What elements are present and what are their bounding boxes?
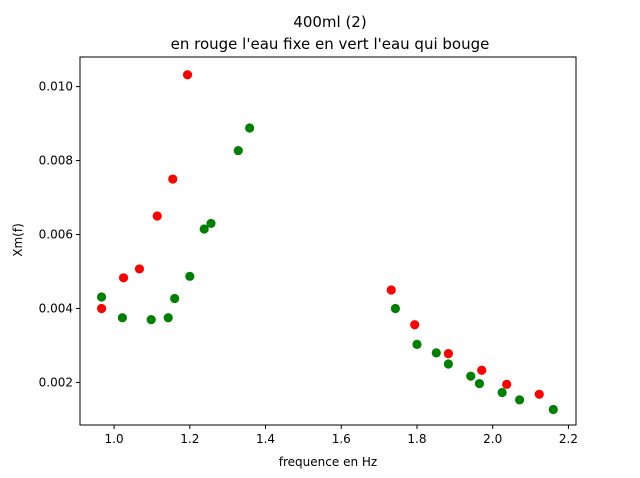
y-axis-ticks: 0.002 0.004 0.006 0.008 0.010 — [39, 80, 80, 389]
data-point-s0-7 — [410, 320, 420, 330]
data-point-s1-1 — [117, 313, 128, 323]
data-point-s1-2 — [146, 314, 156, 325]
data-point-s1-5 — [185, 271, 195, 281]
data-point-s1-10 — [390, 303, 400, 314]
y-tick-label: 0.006 — [39, 228, 73, 242]
y-tick-label: 0.004 — [39, 301, 73, 315]
data-point-s0-10 — [502, 379, 512, 389]
data-point-s0-5 — [182, 70, 193, 80]
data-point-s1-0 — [96, 292, 107, 302]
y-tick-label: 0.008 — [39, 154, 73, 168]
data-point-s1-8 — [233, 145, 243, 156]
data-point-s1-13 — [443, 359, 454, 369]
plot-frame — [79, 56, 577, 426]
x-tick-label: 2.0 — [483, 432, 502, 446]
x-tick-label: 1.8 — [407, 432, 426, 446]
x-tick-label: 1.0 — [105, 432, 124, 446]
chart-title: 400ml (2) — [293, 13, 366, 31]
data-point-s1-17 — [514, 395, 525, 405]
y-tick-label: 0.010 — [39, 80, 73, 94]
data-point-s0-0 — [96, 303, 107, 314]
data-point-s1-18 — [548, 404, 558, 415]
x-axis-label: frequence en Hz — [279, 455, 377, 469]
data-point-s1-9 — [245, 123, 255, 133]
data-point-s0-9 — [477, 365, 487, 375]
x-axis-ticks: 1.0 1.2 1.4 1.6 1.8 2.0 2.2 — [105, 425, 578, 446]
y-tick-label: 0.002 — [39, 375, 73, 389]
data-point-s1-3 — [163, 313, 173, 323]
data-points — [96, 70, 558, 415]
data-point-s1-6 — [199, 224, 209, 234]
data-point-s1-4 — [170, 293, 180, 304]
data-point-s0-11 — [534, 389, 544, 399]
data-point-s0-4 — [168, 174, 178, 184]
x-tick-label: 1.6 — [332, 432, 351, 446]
data-point-s1-12 — [431, 348, 441, 358]
data-point-s1-15 — [474, 378, 485, 389]
x-tick-label: 1.4 — [256, 432, 275, 446]
data-point-s1-14 — [466, 371, 476, 381]
x-tick-label: 2.2 — [559, 432, 578, 446]
x-tick-label: 1.2 — [180, 432, 199, 446]
chart-subtitle: en rouge l'eau fixe en vert l'eau qui bo… — [171, 35, 490, 53]
data-point-s1-11 — [412, 339, 422, 349]
data-point-s1-7 — [206, 218, 216, 229]
data-point-s0-1 — [118, 273, 129, 283]
data-point-s0-2 — [134, 264, 145, 274]
data-point-s0-6 — [386, 285, 396, 295]
data-point-s0-8 — [443, 349, 454, 359]
data-point-s0-3 — [152, 211, 162, 221]
y-axis-label: Xm(f) — [11, 223, 25, 257]
data-point-s1-16 — [497, 387, 507, 398]
